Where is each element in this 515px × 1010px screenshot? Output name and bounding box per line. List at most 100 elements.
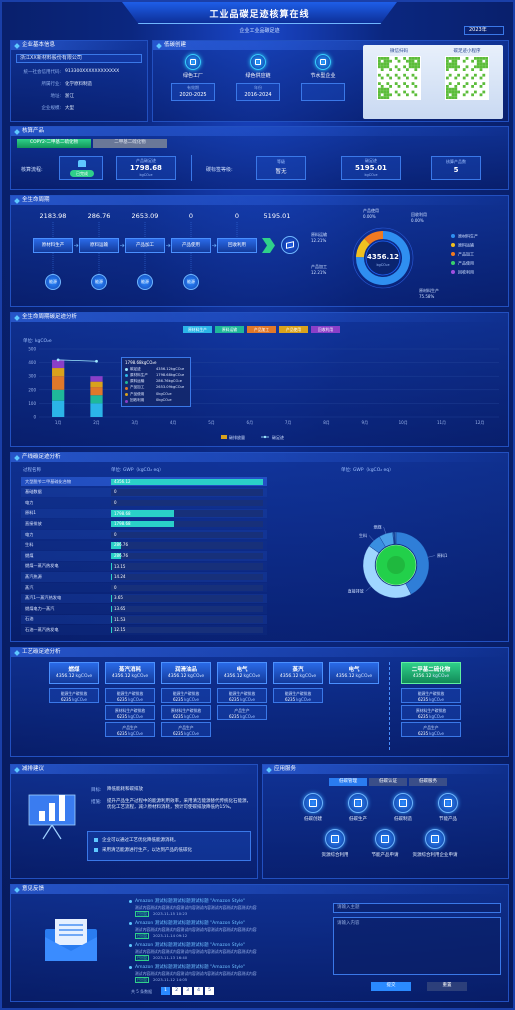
- qr-cell: [378, 82, 381, 85]
- service-tab[interactable]: 低碳管理: [329, 778, 367, 786]
- qr-cell: [454, 93, 458, 97]
- product-tab[interactable]: 二甲基二硫化物: [93, 139, 167, 148]
- page-button[interactable]: 1: [161, 987, 170, 995]
- submit-button[interactable]: 提交: [371, 982, 411, 991]
- qr-cell: [411, 59, 415, 63]
- page-button[interactable]: 4: [194, 987, 203, 995]
- service-name: 节能产品: [439, 817, 457, 822]
- process-value: 4356.12: [223, 674, 243, 679]
- bar: [111, 520, 174, 528]
- reset-button[interactable]: 重置: [427, 982, 467, 991]
- qr-cell: [485, 62, 488, 66]
- page-button[interactable]: 3: [183, 987, 192, 995]
- qr-cell: [446, 68, 449, 71]
- company-select[interactable]: 浙江XX新材料股份有限公司: [16, 54, 142, 63]
- qr-cell: [474, 90, 477, 94]
- service-icon[interactable]: [303, 793, 323, 813]
- service-glyph: [431, 835, 439, 843]
- qr-cell: [448, 96, 452, 99]
- legend-name: 原料运输: [458, 242, 474, 248]
- legend-dot: [451, 270, 455, 274]
- qr-cell: [448, 62, 452, 66]
- qr-cell: [411, 57, 415, 60]
- service-icon[interactable]: [375, 829, 395, 849]
- process-value-line: 4356.12kgCO₂e: [402, 674, 460, 682]
- service-icon[interactable]: [438, 793, 458, 813]
- message-bullet: [129, 965, 132, 969]
- page-button[interactable]: 2: [172, 987, 181, 995]
- qr-cell: [403, 57, 406, 60]
- year-select[interactable]: 2023年: [464, 26, 504, 35]
- process-item: 能源生产碳排放 6235kgCO₂e: [401, 688, 461, 703]
- page-button[interactable]: 5: [205, 987, 214, 995]
- qr-cell: [408, 65, 412, 69]
- message-body: 测试内容测试内容测试内容测试内容测试内容测试内容测试内容测试内容: [135, 970, 257, 976]
- x-tick-label: 9月: [362, 420, 369, 425]
- qr-cell: [406, 93, 409, 97]
- panel: 意见反馈 Amazon 测试标题测试标题测试标题 "Amazon Style" 测试…: [10, 884, 509, 1002]
- grade-value: 暂无: [275, 169, 287, 175]
- row-value: 286.76: [114, 553, 128, 558]
- panel-title-bar: [11, 453, 508, 462]
- qr-cell: [383, 87, 387, 91]
- item-label: 产品生产: [234, 707, 250, 713]
- process-header: 蒸汽 4356.12kgCO₂e: [273, 662, 323, 684]
- qr-cell: [411, 90, 415, 94]
- qr-cell: [479, 76, 483, 80]
- service-glyph: [444, 799, 452, 807]
- item-label: 原材料生产碳排放: [170, 707, 202, 713]
- qr-cell: [403, 82, 406, 85]
- trend-point: [95, 359, 98, 363]
- qr-cell: [386, 73, 390, 77]
- chart: [445, 56, 489, 100]
- unit-label: 单位: kgCO₂e: [23, 339, 52, 344]
- qr-cell: [462, 93, 466, 97]
- stage-badge: 能源: [183, 274, 199, 290]
- service-icon[interactable]: [393, 793, 413, 813]
- footprint-label: 产品碳足迹: [136, 158, 156, 163]
- service-icon[interactable]: [325, 829, 345, 849]
- item-value-line: 6235kgCO₂e: [162, 731, 210, 737]
- tooltip-value: 2653.09kgCO₂e: [156, 385, 185, 390]
- field-label: 企业规模:: [41, 106, 61, 111]
- letter: [55, 919, 87, 945]
- qr-cell: [479, 62, 483, 66]
- product-tab[interactable]: COPY2-二甲基二硫化物: [17, 139, 91, 148]
- note-text: 企业可以通过工艺优化降低能源消耗。: [102, 837, 179, 843]
- message-title: Amazon 测试标题测试标题测试标题 "Amazon Style": [135, 965, 246, 970]
- qr-cell: [485, 59, 488, 63]
- legend-name: 回收利用: [458, 269, 474, 275]
- service-tab[interactable]: 低碳服务: [409, 778, 447, 786]
- qr-cell: [476, 57, 480, 60]
- service-tab[interactable]: 低碳认证: [369, 778, 407, 786]
- qr-cell: [383, 59, 387, 63]
- process-value-line: 4356.12kgCO₂e: [50, 674, 98, 682]
- qr-cell: [454, 90, 458, 94]
- content-input[interactable]: 请输入内容: [333, 917, 501, 975]
- qr-cell: [414, 85, 418, 88]
- message-body: 测试内容测试内容测试内容测试内容测试内容测试内容测试内容测试内容: [135, 904, 257, 910]
- subject-input[interactable]: 请输入主题: [333, 903, 501, 913]
- qr-cell: [406, 59, 409, 63]
- service-icon[interactable]: [348, 793, 368, 813]
- process-name: 二甲基二硫化物: [411, 667, 451, 673]
- service-icon[interactable]: [425, 829, 445, 849]
- stage-box: 产品使用: [171, 238, 211, 253]
- message-tag: 已回复: [135, 910, 149, 917]
- count-box: 核算产品数 5: [431, 156, 481, 180]
- total-arrow: [262, 238, 275, 253]
- panel: 全生命周期 2183.98 原材料生产 能源 286.76 原料运输 能源 2653.09 产品…: [10, 195, 509, 307]
- process-name: 蒸汽消耗: [118, 667, 141, 673]
- item-value-line: 6235kgCO₂e: [402, 731, 460, 737]
- legend-item: 产品使用: [279, 326, 308, 333]
- item-label: 产品生产: [178, 724, 194, 730]
- qr-cell: [482, 82, 486, 85]
- process-value: 4356.12: [412, 674, 432, 679]
- segment-label: 生料: [359, 532, 367, 538]
- qr-cell: [383, 90, 387, 94]
- legend-name: 产品使用: [458, 260, 474, 266]
- tooltip-name: 原材料生产: [130, 372, 148, 377]
- x-tick-label: 7月: [285, 420, 292, 425]
- item-label: 能源生产碳排放: [116, 690, 144, 696]
- donut-label-value: 12.21%: [311, 238, 326, 243]
